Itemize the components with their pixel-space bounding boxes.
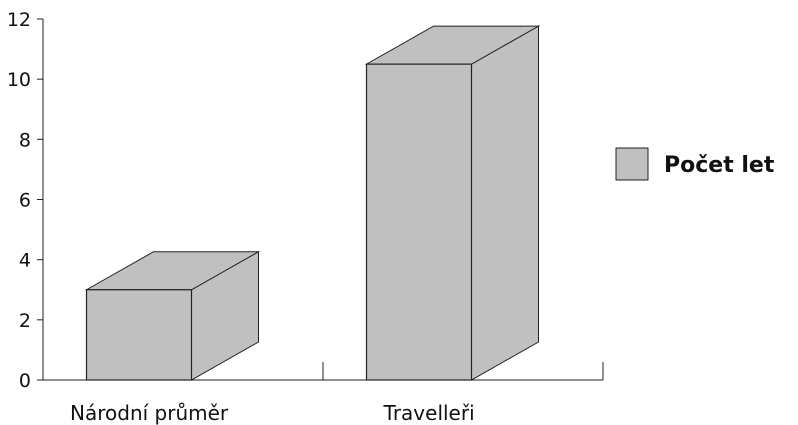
bar-side [471,25,539,381]
legend-label: Počet let [664,153,775,178]
legend: Počet let [615,147,775,181]
y-tick-label: 2 [19,310,31,332]
axes: 0 2 4 6 8 10 12 Národní průměr Travelleři [7,9,604,425]
bar [84,250,261,381]
y-tick-label: 6 [19,190,31,212]
y-tick-label: 12 [7,9,31,31]
y-tick-label: 8 [19,129,31,151]
bars [84,25,541,381]
bar-front [85,289,193,381]
y-tick-label: 4 [19,250,31,272]
y-tick-label: 10 [7,69,31,91]
y-tick-label: 0 [19,370,31,392]
x-category-label: Travelleři [383,401,475,425]
bar [364,25,541,381]
legend-swatch [615,147,649,181]
x-category-label: Národní průměr [70,401,229,425]
bar-front [365,63,473,381]
